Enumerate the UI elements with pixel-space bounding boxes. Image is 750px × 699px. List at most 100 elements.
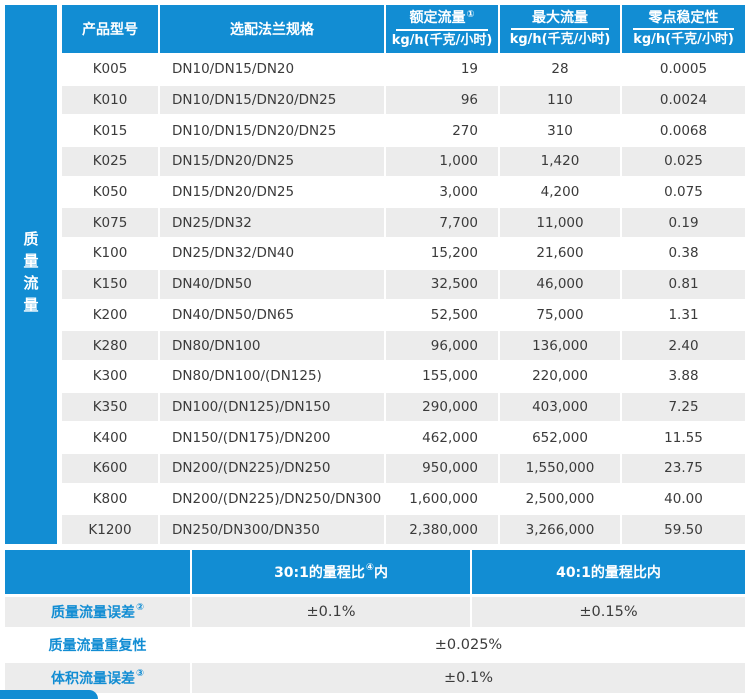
- mass-flow-repeatability-row: 质量流量重复性 ±0.025%: [5, 630, 745, 660]
- col-header-flange-spec: 选配法兰规格: [160, 5, 384, 53]
- cell-flange-spec: DN150/(DN175)/DN200: [160, 423, 384, 452]
- cell-flange-spec: DN40/DN50/DN65: [160, 300, 384, 330]
- cell-max-flow: 75,000: [500, 300, 620, 330]
- accuracy-header-row: 30:1的量程比 ④ 内 40:1的量程比内: [5, 550, 745, 594]
- cell-rated-flow: 2,380,000: [386, 515, 498, 544]
- cell-product-model: K200: [62, 300, 158, 330]
- spec-table-header-row: 产品型号 选配法兰规格 额定流量① kg/h(千克/小时) 最大流量 kg/h(…: [62, 5, 745, 53]
- accuracy-table: 30:1的量程比 ④ 内 40:1的量程比内 质量流量误差 ② ±0.1% ±0.15…: [5, 550, 745, 693]
- cell-max-flow: 3,266,000: [500, 515, 620, 544]
- cell-max-flow: 1,550,000: [500, 453, 620, 483]
- cell-product-model: K600: [62, 453, 158, 483]
- cell-rated-flow: 32,500: [386, 269, 498, 299]
- cell-rated-flow: 1,000: [386, 147, 498, 176]
- cell-rated-flow: 1,600,000: [386, 484, 498, 514]
- cell-zero-stability: 0.38: [622, 239, 745, 268]
- cell-zero-stability: 3.88: [622, 361, 745, 391]
- footnote-2-marker: ②: [135, 601, 145, 613]
- cell-rated-flow: 290,000: [386, 392, 498, 422]
- cell-max-flow: 28: [500, 55, 620, 84]
- cell-flange-spec: DN80/DN100: [160, 331, 384, 360]
- accuracy-header-turndown-30: 30:1的量程比 ④ 内: [192, 550, 470, 594]
- cell-flange-spec: DN10/DN15/DN20/DN25: [160, 85, 384, 115]
- cell-max-flow: 11,000: [500, 208, 620, 238]
- cell-zero-stability: 0.075: [622, 177, 745, 207]
- table-row: K280 DN80/DN100 96,000 136,000 2.40: [62, 331, 745, 360]
- table-row: K600 DN200/(DN225)/DN250 950,000 1,550,0…: [62, 453, 745, 483]
- cell-flange-spec: DN25/DN32: [160, 208, 384, 238]
- cell-flange-spec: DN250/DN300/DN350: [160, 515, 384, 544]
- cell-max-flow: 220,000: [500, 361, 620, 391]
- cell-flange-spec: DN25/DN32/DN40: [160, 239, 384, 268]
- cell-product-model: K050: [62, 177, 158, 207]
- cell-rated-flow: 19: [386, 55, 498, 84]
- next-section-corner-tab: [0, 690, 98, 699]
- zero-stability-title: 零点稳定性: [633, 10, 734, 30]
- mass-flow-error-30-value: ±0.1%: [192, 597, 470, 627]
- cell-rated-flow: 52,500: [386, 300, 498, 330]
- cell-zero-stability: 0.025: [622, 147, 745, 176]
- zero-stability-unit: kg/h(千克/小时): [633, 32, 734, 47]
- footnote-1-marker: ①: [466, 8, 475, 20]
- col-header-rated-flow: 额定流量① kg/h(千克/小时): [386, 5, 498, 53]
- table-row: K005 DN10/DN15/DN20 19 28 0.0005: [62, 55, 745, 84]
- rated-flow-title: 额定流量①: [396, 8, 488, 31]
- mass-flow-error-row: 质量流量误差 ② ±0.1% ±0.15%: [5, 597, 745, 627]
- footnote-3-marker: ③: [135, 667, 145, 679]
- cell-rated-flow: 3,000: [386, 177, 498, 207]
- main-table-body: K005 DN10/DN15/DN20 19 28 0.0005 K010 DN…: [62, 55, 745, 544]
- table-row: K400 DN150/(DN175)/DN200 462,000 652,000…: [62, 423, 745, 452]
- cell-flange-spec: DN15/DN20/DN25: [160, 147, 384, 176]
- cell-zero-stability: 1.31: [622, 300, 745, 330]
- cell-max-flow: 1,420: [500, 147, 620, 176]
- cell-max-flow: 136,000: [500, 331, 620, 360]
- cell-product-model: K015: [62, 116, 158, 146]
- cell-max-flow: 46,000: [500, 269, 620, 299]
- cell-zero-stability: 40.00: [622, 484, 745, 514]
- max-flow-unit: kg/h(千克/小时): [509, 32, 611, 47]
- cell-rated-flow: 96,000: [386, 331, 498, 360]
- cell-max-flow: 2,500,000: [500, 484, 620, 514]
- cell-product-model: K1200: [62, 515, 158, 544]
- cell-zero-stability: 0.0005: [622, 55, 745, 84]
- cell-max-flow: 403,000: [500, 392, 620, 422]
- cell-max-flow: 110: [500, 85, 620, 115]
- cell-product-model: K800: [62, 484, 158, 514]
- table-row: K200 DN40/DN50/DN65 52,500 75,000 1.31: [62, 300, 745, 330]
- cell-product-model: K010: [62, 85, 158, 115]
- footnote-4-marker: ④: [365, 561, 374, 573]
- accuracy-header-blank-cell: [5, 550, 190, 594]
- cell-zero-stability: 0.0068: [622, 116, 745, 146]
- cell-zero-stability: 0.81: [622, 269, 745, 299]
- cell-zero-stability: 0.19: [622, 208, 745, 238]
- cell-rated-flow: 950,000: [386, 453, 498, 483]
- cell-flange-spec: DN80/DN100/(DN125): [160, 361, 384, 391]
- mass-flow-repeatability-value: ±0.025%: [192, 630, 745, 660]
- cell-product-model: K025: [62, 147, 158, 176]
- volume-flow-error-value: ±0.1%: [192, 663, 745, 693]
- table-row: K075 DN25/DN32 7,700 11,000 0.19: [62, 208, 745, 238]
- table-row: K150 DN40/DN50 32,500 46,000 0.81: [62, 269, 745, 299]
- cell-zero-stability: 59.50: [622, 515, 745, 544]
- cell-flange-spec: DN200/(DN225)/DN250/DN300: [160, 484, 384, 514]
- cell-flange-spec: DN100/(DN125)/DN150: [160, 392, 384, 422]
- mass-flow-table: 质量流量 产品型号 选配法兰规格 额定流量① kg/h(千克/小时) 最大流量 …: [5, 5, 745, 544]
- table-row: K015 DN10/DN15/DN20/DN25 270 310 0.0068: [62, 116, 745, 146]
- cell-zero-stability: 23.75: [622, 453, 745, 483]
- table-row: K010 DN10/DN15/DN20/DN25 96 110 0.0024: [62, 85, 745, 115]
- cell-flange-spec: DN10/DN15/DN20/DN25: [160, 116, 384, 146]
- table-row: K100 DN25/DN32/DN40 15,200 21,600 0.38: [62, 239, 745, 268]
- spec-table-area: 产品型号 选配法兰规格 额定流量① kg/h(千克/小时) 最大流量 kg/h(…: [62, 5, 745, 544]
- cell-product-model: K280: [62, 331, 158, 360]
- rated-flow-unit: kg/h(千克/小时): [391, 32, 493, 48]
- mass-flow-error-40-value: ±0.15%: [472, 597, 745, 627]
- cell-flange-spec: DN200/(DN225)/DN250: [160, 453, 384, 483]
- max-flow-title: 最大流量: [510, 10, 610, 30]
- volume-flow-error-label: 体积流量误差 ③: [5, 663, 190, 693]
- mass-flow-repeatability-label: 质量流量重复性: [5, 630, 190, 660]
- cell-max-flow: 4,200: [500, 177, 620, 207]
- cell-flange-spec: DN15/DN20/DN25: [160, 177, 384, 207]
- table-row: K050 DN15/DN20/DN25 3,000 4,200 0.075: [62, 177, 745, 207]
- cell-product-model: K300: [62, 361, 158, 391]
